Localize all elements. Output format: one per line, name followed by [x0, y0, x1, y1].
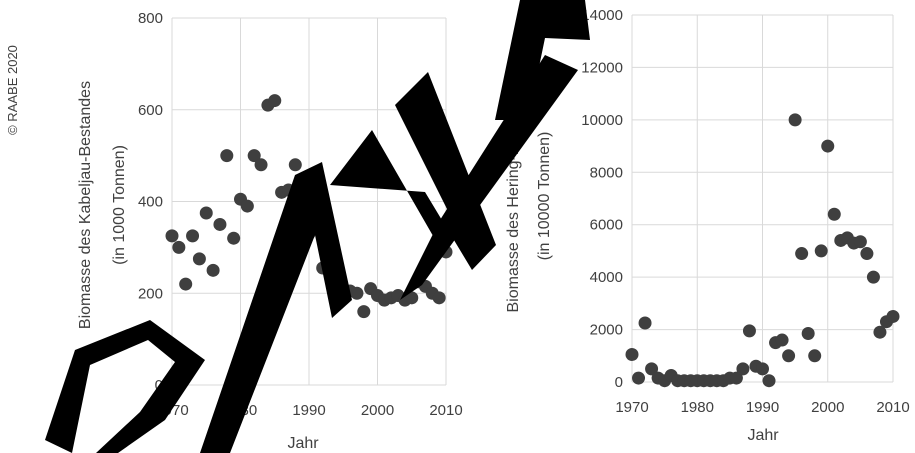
left-data-point [213, 217, 227, 231]
left-data-point [350, 286, 364, 300]
right-y-tick-label: 2000 [590, 322, 623, 339]
right-data-point [729, 371, 743, 385]
left-data-point [165, 229, 179, 243]
right-data-point [762, 374, 776, 388]
left-data-point [186, 229, 200, 243]
left-data-point [206, 263, 220, 277]
right-x-tick-label: 1980 [681, 399, 714, 416]
left-y-axis-label-line-1: Biomasse des Kabeljau-Bestandes [77, 81, 94, 329]
right-y-tick-labels: 0 2000 4000 6000 8000 10000 12000 14000 [581, 7, 623, 391]
right-data-point [742, 324, 756, 338]
right-data-point [736, 362, 750, 376]
left-data-point [227, 231, 241, 245]
right-data-points [625, 113, 900, 388]
right-data-point [801, 327, 815, 341]
right-data-point [625, 347, 639, 361]
right-data-point [853, 235, 867, 249]
watermark-stroke-2 [200, 162, 352, 453]
right-data-point [860, 247, 874, 261]
left-data-point [357, 305, 371, 319]
watermark-stroke-5 [495, 0, 590, 120]
right-y-tick-label: 4000 [590, 269, 623, 286]
right-data-point [756, 362, 769, 376]
left-data-point [240, 199, 254, 213]
right-y-tick-label: 0 [615, 374, 623, 391]
right-y-tick-label: 14000 [581, 7, 623, 24]
left-data-point [247, 149, 261, 163]
right-y-tick-label: 8000 [590, 164, 623, 181]
right-x-tick-label: 1990 [746, 399, 779, 416]
right-data-point [873, 325, 887, 339]
right-x-axis-label: Jahr [747, 427, 779, 444]
watermark-stroke-3 [330, 72, 496, 270]
watermark-stroke-4 [400, 55, 578, 300]
right-y-tick-label: 6000 [590, 217, 623, 234]
left-data-point [288, 158, 302, 172]
left-y-tick-label: 200 [138, 285, 163, 302]
right-x-tick-label: 2000 [811, 399, 844, 416]
left-data-point [220, 149, 234, 163]
left-data-point [179, 277, 193, 291]
left-data-point [199, 206, 213, 220]
left-y-axis-label-line-2: (in 1000 Tonnen) [111, 145, 128, 265]
right-data-point [782, 349, 796, 363]
left-data-point [172, 240, 186, 254]
left-y-tick-label: 800 [138, 10, 163, 27]
right-x-tick-labels: 1970 1980 1990 2000 2010 [615, 399, 909, 416]
right-gridlines [631, 14, 894, 383]
watermark-stamp [45, 0, 590, 453]
left-data-point [268, 94, 282, 108]
right-data-point [814, 244, 828, 258]
right-data-point [775, 333, 789, 347]
left-data-point [432, 291, 446, 305]
right-data-point [795, 247, 809, 261]
right-data-point [638, 316, 652, 330]
left-gridlines [171, 17, 447, 386]
right-y-axis-label-line-2: (in 10000 Tonnen) [536, 132, 553, 261]
left-x-tick-label: 2000 [361, 402, 394, 419]
left-x-tick-label: 1990 [292, 402, 325, 419]
copyright-notice: © RAABE 2020 [5, 45, 20, 135]
right-data-point [645, 362, 659, 376]
right-x-tick-label: 1970 [615, 399, 648, 416]
left-x-tick-label: 2010 [429, 402, 462, 419]
left-y-tick-label: 400 [138, 194, 163, 211]
right-data-point [886, 309, 900, 323]
right-data-point [808, 349, 822, 363]
left-data-point [405, 291, 419, 305]
right-data-point [788, 113, 802, 127]
right-x-tick-label: 2010 [876, 399, 909, 416]
right-data-point [821, 139, 835, 153]
right-data-point [866, 270, 880, 284]
watermark-stroke-1 [45, 320, 205, 453]
right-y-tick-label: 10000 [581, 112, 623, 129]
left-data-point [192, 252, 206, 266]
left-x-axis-label: Jahr [287, 435, 319, 452]
right-y-tick-label: 12000 [581, 59, 623, 76]
left-y-tick-label: 600 [138, 102, 163, 119]
right-data-point [632, 371, 646, 385]
left-data-point [254, 158, 268, 172]
right-data-point [827, 207, 841, 221]
